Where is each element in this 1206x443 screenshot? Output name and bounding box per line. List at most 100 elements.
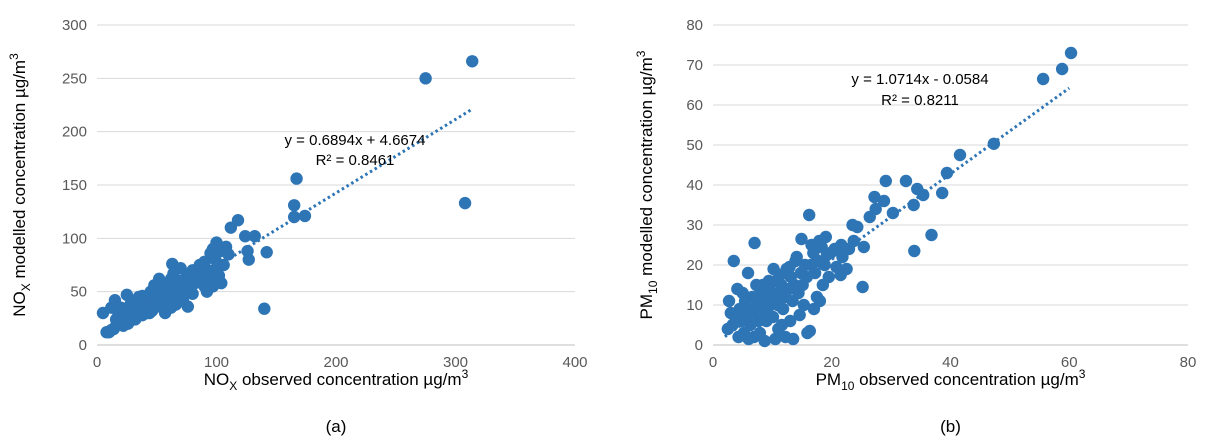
data-point bbox=[795, 232, 808, 246]
r-squared-label: R² = 0.8461 bbox=[316, 152, 395, 169]
data-point bbox=[287, 210, 301, 224]
data-point bbox=[908, 244, 921, 258]
y-tick-label: 150 bbox=[62, 177, 87, 194]
data-point bbox=[756, 278, 770, 292]
data-point bbox=[721, 322, 735, 336]
y-axis-title: PM10 modelled concentration µg/m3 bbox=[634, 50, 660, 319]
chart-panel-b: 0 10 20 30 40 50 60 70 80 0 20 40 60 80 y = 1.0714x - … bbox=[634, 17, 1196, 436]
data-point bbox=[186, 287, 199, 300]
data-point bbox=[96, 306, 110, 320]
y-tick-label: 10 bbox=[686, 297, 703, 314]
data-points bbox=[96, 55, 479, 339]
data-point bbox=[783, 314, 797, 328]
data-point bbox=[731, 282, 744, 296]
y-tick-label: 70 bbox=[686, 57, 703, 74]
x-tick-label: 0 bbox=[709, 354, 717, 371]
data-point bbox=[215, 276, 228, 290]
x-tick-label: 400 bbox=[562, 354, 587, 371]
data-point bbox=[783, 260, 796, 274]
y-tick-label: 20 bbox=[686, 257, 703, 274]
data-point bbox=[191, 266, 204, 279]
data-point bbox=[238, 230, 252, 243]
y-tick-label: 0 bbox=[79, 337, 87, 354]
data-point bbox=[181, 300, 195, 313]
data-point bbox=[290, 172, 303, 185]
data-points bbox=[721, 46, 1078, 348]
panel-label: (a) bbox=[326, 417, 347, 436]
x-tick-label: 100 bbox=[204, 354, 229, 371]
x-tick-label: 200 bbox=[323, 354, 348, 371]
data-point bbox=[732, 330, 745, 344]
x-tick-label: 80 bbox=[1180, 354, 1197, 371]
y-tick-label: 250 bbox=[62, 70, 87, 87]
data-point bbox=[940, 166, 954, 180]
data-point bbox=[148, 279, 161, 292]
data-point bbox=[748, 236, 761, 250]
r-squared-label: R² = 0.8211 bbox=[881, 92, 959, 109]
data-point bbox=[242, 253, 255, 266]
data-point bbox=[769, 332, 782, 346]
y-tick-label: 0 bbox=[695, 337, 703, 354]
data-point bbox=[258, 302, 271, 315]
data-point bbox=[857, 240, 871, 254]
y-tick-label: 30 bbox=[686, 217, 703, 234]
data-point bbox=[767, 262, 780, 276]
data-point bbox=[100, 326, 113, 339]
data-point bbox=[846, 218, 859, 232]
data-point bbox=[822, 270, 835, 284]
data-point bbox=[786, 332, 800, 346]
data-point bbox=[1055, 62, 1069, 76]
data-point bbox=[742, 332, 755, 346]
data-point bbox=[1036, 72, 1050, 86]
data-point bbox=[419, 72, 432, 85]
data-point bbox=[911, 182, 924, 196]
trendline bbox=[102, 108, 472, 338]
y-tick-label: 100 bbox=[62, 230, 87, 247]
data-point bbox=[925, 228, 938, 242]
x-tick-label: 0 bbox=[93, 354, 101, 371]
data-point bbox=[953, 148, 967, 162]
data-point bbox=[797, 298, 811, 312]
y-tick-label: 50 bbox=[70, 284, 87, 301]
data-point bbox=[877, 194, 891, 208]
panel-label: (b) bbox=[940, 417, 961, 436]
data-point bbox=[813, 294, 827, 308]
data-point bbox=[741, 266, 755, 280]
data-point bbox=[802, 208, 816, 222]
chart-panel-a: 0 50 100 150 200 250 300 0 100 200 300 400 y = 0.689… bbox=[7, 17, 588, 436]
data-point bbox=[794, 266, 808, 280]
x-tick-label: 60 bbox=[1061, 354, 1078, 371]
data-point bbox=[200, 285, 214, 298]
data-point bbox=[863, 210, 876, 224]
y-tick-label: 40 bbox=[686, 177, 703, 194]
trendline-equation: y = 0.6894x + 4.6674 bbox=[285, 132, 426, 149]
data-point bbox=[298, 209, 312, 223]
x-tick-label: 20 bbox=[823, 354, 840, 371]
data-point bbox=[935, 186, 949, 200]
data-point bbox=[805, 238, 818, 252]
data-point bbox=[179, 272, 192, 286]
x-axis-title: PM10 observed concentration µg/m3 bbox=[816, 367, 1086, 393]
data-point bbox=[169, 285, 183, 298]
data-point bbox=[724, 306, 738, 320]
data-point bbox=[879, 174, 892, 188]
data-point bbox=[886, 206, 900, 220]
data-point bbox=[260, 246, 273, 259]
data-point bbox=[158, 306, 172, 320]
x-axis-title: NOX observed concentration µg/m3 bbox=[204, 367, 469, 393]
x-tick-label: 300 bbox=[443, 354, 468, 371]
data-point bbox=[167, 267, 180, 280]
data-point bbox=[458, 196, 472, 210]
trendline-equation: y = 1.0714x - 0.0584 bbox=[851, 71, 988, 88]
y-axis-title: NOX modelled concentration µg/m3 bbox=[7, 53, 33, 317]
data-point bbox=[224, 221, 238, 234]
y-tick-label: 200 bbox=[62, 124, 87, 141]
data-point bbox=[868, 190, 881, 204]
data-point bbox=[287, 199, 301, 212]
data-point bbox=[801, 326, 814, 340]
data-point bbox=[466, 55, 479, 68]
data-point bbox=[907, 198, 920, 212]
data-point bbox=[1064, 46, 1078, 60]
data-point bbox=[727, 254, 740, 268]
